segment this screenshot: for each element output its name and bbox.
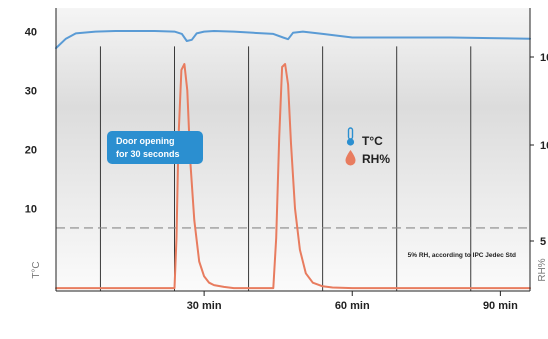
x-tick-label: 60 min [335,300,370,312]
gridlines [99,46,472,291]
left-tick-label: 40 [25,27,37,39]
legend-label-humidity: RH% [362,152,390,166]
series-line-temperature [55,30,531,50]
right-tick-labels: 10 10 5 [530,52,548,248]
right-tick-label: 5 [540,236,546,248]
annotation-line-2: for 30 seconds [116,149,180,159]
x-tick-label: 30 min [187,300,222,312]
thermometer-icon [346,127,355,146]
annotation-callout: Door opening for 30 seconds [107,131,203,164]
left-tick-label: 30 [25,86,37,98]
legend: T°C RH% [345,127,390,166]
right-axis-label: RH% [537,258,548,281]
x-tick-label: 90 min [483,300,518,312]
left-tick-label: 20 [25,145,37,157]
left-tick-label: 10 [25,203,37,215]
left-axis-label: T°C [31,261,42,278]
series-line-humidity [55,63,531,290]
reference-line-label: 5% RH, according to IPC Jedec Std [408,252,516,259]
droplet-icon [345,150,356,166]
x-tick-labels: 30 min 60 min 90 min [187,291,518,312]
right-tick-label: 10 [540,52,548,64]
left-tick-labels: 10 20 30 40 [25,27,37,216]
series-layer [55,30,531,290]
right-tick-label: 10 [540,140,548,152]
annotation-line-1: Door opening [116,136,175,146]
annotation-box [107,131,203,164]
legend-label-temperature: T°C [362,134,383,148]
